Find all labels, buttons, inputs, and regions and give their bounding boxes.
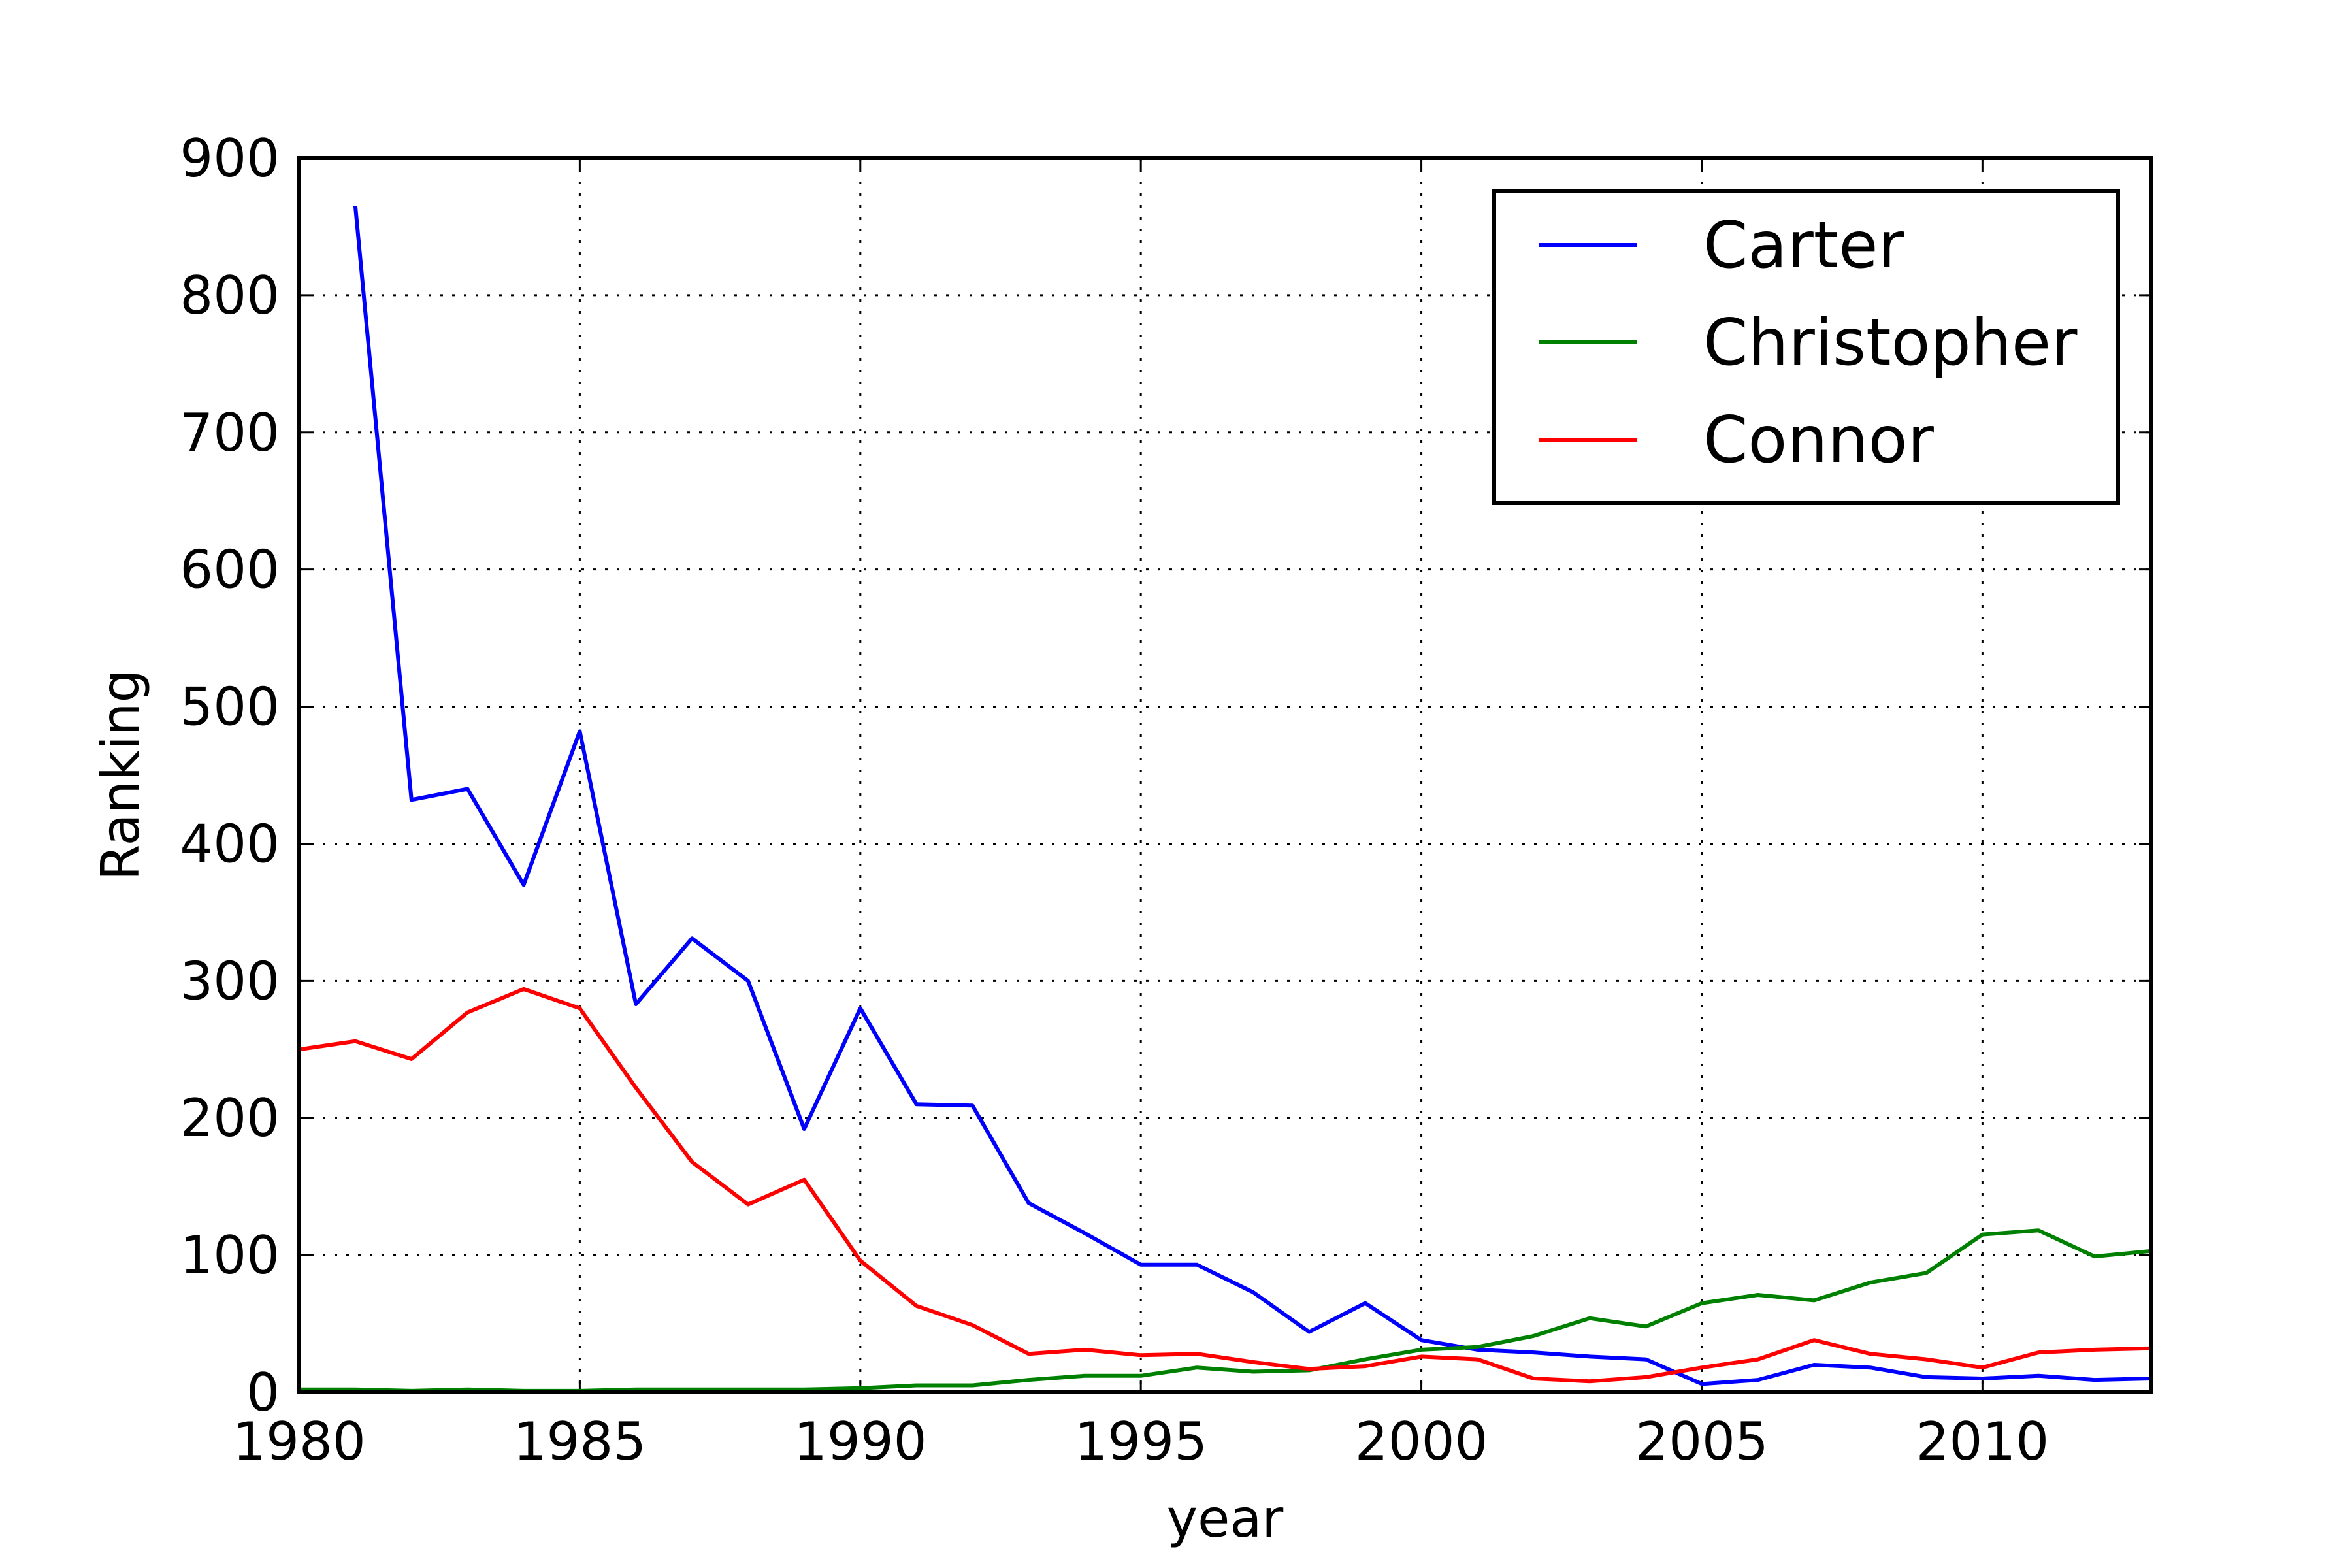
y-axis-title: Ranking bbox=[90, 670, 151, 881]
legend-label-connor: Connor bbox=[1703, 403, 1935, 478]
legend-box bbox=[1492, 189, 2120, 505]
y-tick-label: 400 bbox=[180, 813, 280, 874]
x-tick-labels: 1980 1985 1990 1995 2000 2005 2010 bbox=[233, 1411, 2049, 1472]
y-tick-label: 100 bbox=[180, 1225, 280, 1286]
x-tick-label: 1995 bbox=[1074, 1411, 1207, 1472]
plot-area bbox=[299, 206, 2151, 1393]
y-tick-label: 800 bbox=[180, 265, 280, 326]
series-line-connor bbox=[299, 987, 2151, 1384]
x-tick-label: 1990 bbox=[794, 1411, 927, 1472]
y-tick-label: 200 bbox=[180, 1088, 280, 1149]
x-axis-title: year bbox=[1167, 1488, 1284, 1549]
series-line-christopher bbox=[299, 1228, 2151, 1393]
x-tick-label: 2000 bbox=[1355, 1411, 1488, 1472]
y-tick-label: 600 bbox=[180, 540, 280, 600]
legend-label-carter: Carter bbox=[1703, 208, 1904, 283]
legend-label-christopher: Christopher bbox=[1703, 306, 2078, 380]
x-tick-label: 1985 bbox=[514, 1411, 647, 1472]
y-tick-labels: 0 100 200 300 400 500 600 700 800 900 bbox=[180, 128, 280, 1423]
y-tick-label: 300 bbox=[180, 951, 280, 1011]
y-tick-label: 0 bbox=[246, 1362, 280, 1423]
x-tick-label: 2010 bbox=[1916, 1411, 2050, 1472]
series-line-carter bbox=[353, 206, 2151, 1386]
y-tick-label: 700 bbox=[180, 402, 280, 463]
y-tick-label: 900 bbox=[180, 128, 280, 189]
x-tick-label: 2005 bbox=[1635, 1411, 1769, 1472]
legend: Carter Christopher Connor bbox=[1492, 189, 2120, 505]
plot-frame bbox=[297, 156, 2153, 1394]
y-tick-label: 500 bbox=[180, 677, 280, 738]
x-tick-label: 1980 bbox=[233, 1411, 366, 1472]
